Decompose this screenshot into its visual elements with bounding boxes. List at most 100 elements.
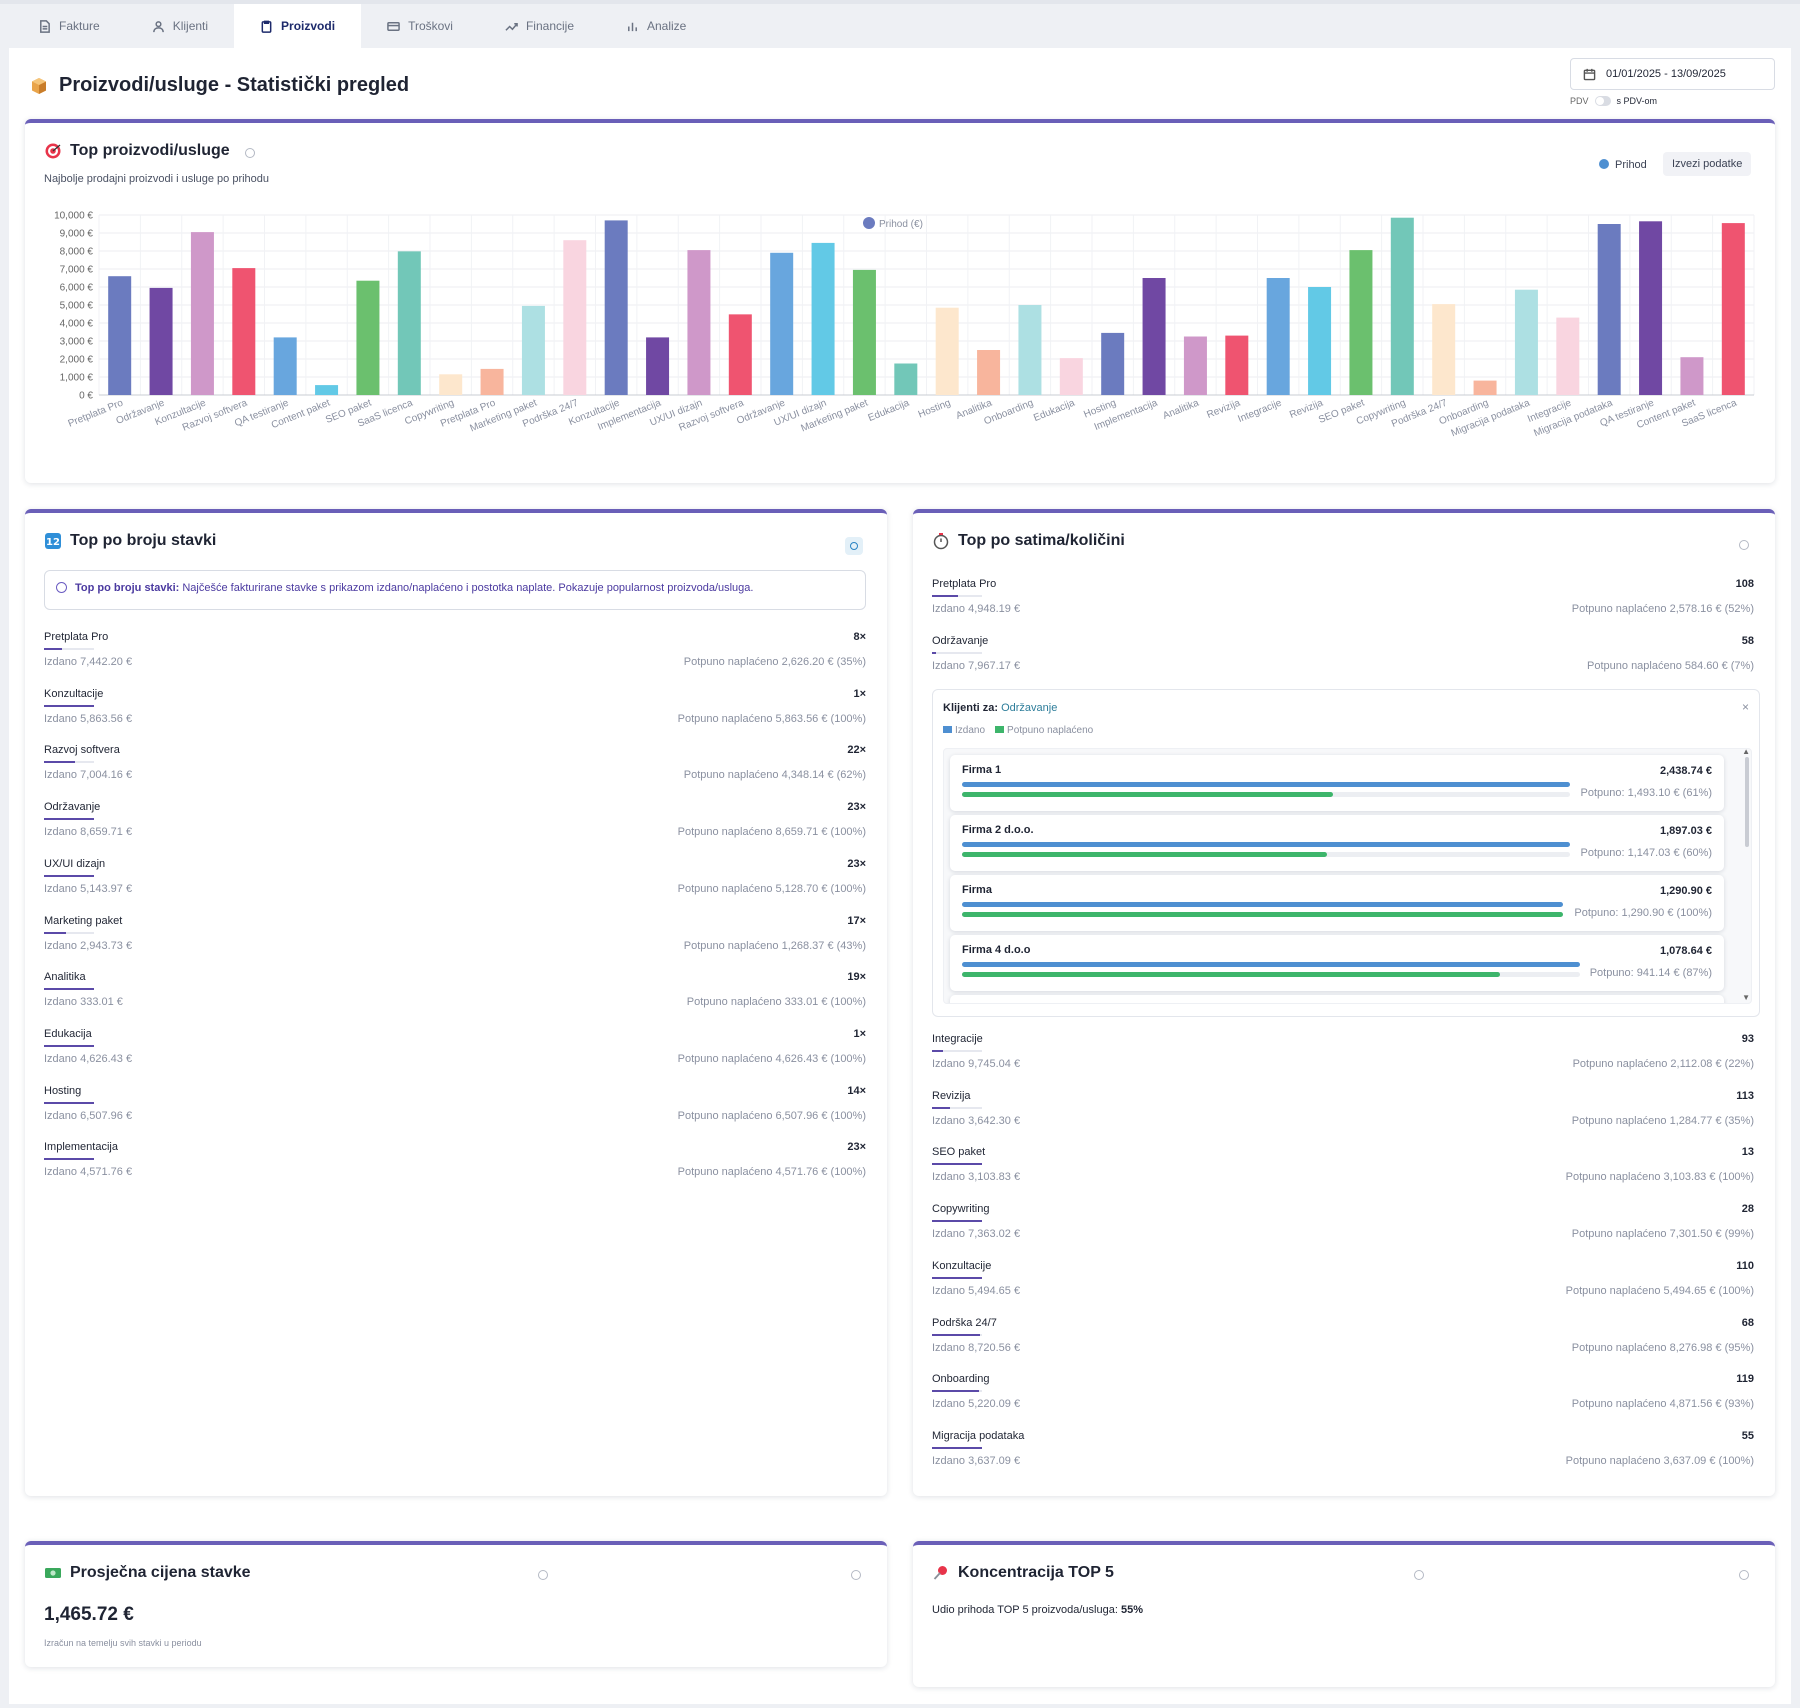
y-tick-label: 7,000 € (60, 265, 94, 276)
tab-analize[interactable]: Analize (600, 4, 712, 48)
clients-scroll-area[interactable]: ▲ ▼ Firma 1 2,438.74 € Potpuno: 1,493.10 €… (943, 748, 1752, 1004)
item-count: 13 (1741, 1146, 1754, 1159)
tab-financije[interactable]: Financije (479, 4, 600, 48)
client-paid: Potpuno: 1,290.90 € (100%) (1574, 907, 1712, 919)
item-progress-fill (44, 648, 62, 650)
client-row[interactable]: Firma 4 d.o.o 1,078.64 € Potpuno: 941.14 €… (950, 935, 1724, 991)
client-row[interactable]: Firma 1 2,438.74 € Potpuno: 1,493.10 € (61… (950, 755, 1724, 811)
close-icon[interactable]: × (1741, 700, 1749, 714)
pdv-toggle[interactable] (1594, 96, 1611, 106)
item-issued: Izdano 7,363.02 € (932, 1228, 1021, 1241)
client-paid: Potpuno: 1,147.03 € (60%) (1580, 847, 1712, 859)
info-icon[interactable] (1414, 1570, 1424, 1580)
revenue-bar-chart: 0 € 1,000 € 2,000 € 3,000 € 4,000 € 5,000 € 6,… (54, 211, 1755, 439)
clients-panel: Klijenti za: Održavanje × Izdano Potpuno… (932, 689, 1760, 1017)
list-item[interactable]: Konzultacije 1× Izdano 5,863.56 € Potpuno n… (44, 688, 866, 728)
pdv-label: PDV (1570, 96, 1589, 106)
list-item[interactable]: Podrška 24/7 68 Izdano 8,720.56 € Potpuno n… (932, 1317, 1754, 1357)
client-row-partial[interactable] (950, 995, 1724, 1003)
legend-paid: Potpuno naplaćeno (995, 725, 1093, 736)
top-by-hours-card: Top po satima/količini Pretplata Pro 108 I… (913, 509, 1775, 1496)
item-issued: Izdano 5,220.09 € (932, 1398, 1021, 1411)
list-item[interactable]: UX/UI dizajn 23× Izdano 5,143.97 € Potpuno … (44, 858, 866, 898)
item-paid: Potpuno naplaćeno 4,571.76 € (100%) (677, 1166, 866, 1179)
list-item[interactable]: Edukacija 1× Izdano 4,626.43 € Potpuno napl… (44, 1028, 866, 1068)
top-tabs: Fakture Klijenti Proizvodi Troškovi Fina… (0, 0, 1800, 48)
tab-klijenti[interactable]: Klijenti (126, 4, 234, 48)
list-item[interactable]: Marketing paket 17× Izdano 2,943.73 € Potpu… (44, 915, 866, 955)
list-item[interactable]: Migracija podataka 55 Izdano 3,637.09 € Pot… (932, 1430, 1754, 1470)
item-progress-bar (932, 1333, 982, 1336)
client-paid-bar (962, 792, 1333, 797)
bar (646, 337, 670, 395)
info-icon[interactable] (538, 1570, 548, 1580)
export-data-button[interactable]: Izvezi podatke (1663, 152, 1752, 176)
tab-fakture[interactable]: Fakture (12, 4, 126, 48)
list-item[interactable]: Pretplata Pro 8× Izdano 7,442.20 € Potpuno … (44, 631, 866, 671)
item-progress-fill (44, 988, 94, 991)
client-paid-bar (962, 852, 1327, 857)
legend-issued-label: Izdano (955, 725, 986, 736)
item-paid: Potpuno naplaćeno 4,871.56 € (93%) (1571, 1398, 1754, 1411)
list-item[interactable]: Revizija 113 Izdano 3,642.30 € Potpuno napl… (932, 1090, 1754, 1130)
item-progress-bar (932, 1163, 982, 1166)
chart-legend-prihod[interactable]: Prihod (1599, 159, 1647, 171)
list-item[interactable]: SEO paket 13 Izdano 3,103.83 € Potpuno napl… (932, 1146, 1754, 1186)
list-item[interactable]: Pretplata Pro 108 Izdano 4,948.19 € Potpuno… (932, 578, 1754, 618)
client-row[interactable]: Firma 2 d.o.o. 1,897.03 € Potpuno: 1,147.0… (950, 815, 1724, 871)
item-count: 14× (847, 1084, 866, 1097)
card-title-text: Prosječna cijena stavke (70, 1564, 251, 1581)
list-item[interactable]: Integracije 93 Izdano 9,745.04 € Potpuno na… (932, 1033, 1754, 1073)
item-paid: Potpuno naplaćeno 2,626.20 € (35%) (683, 656, 866, 668)
item-progress-bar (44, 874, 94, 877)
bar (1390, 217, 1414, 395)
list-item[interactable]: Održavanje 23× Izdano 8,659.71 € Potpuno na… (44, 801, 866, 841)
list-item[interactable]: Copywriting 28 Izdano 7,363.02 € Potpuno na… (932, 1203, 1754, 1243)
info-icon[interactable] (851, 1570, 861, 1580)
info-icon[interactable] (1739, 540, 1749, 550)
list-item[interactable]: Implementacija 23× Izdano 4,571.76 € Potpun… (44, 1141, 866, 1181)
list-item[interactable]: Hosting 14× Izdano 6,507.96 € Potpuno napla… (44, 1085, 866, 1125)
tab-troskovi[interactable]: Troškovi (361, 4, 479, 48)
item-name: Integracije (932, 1033, 983, 1045)
client-row[interactable]: Firma 1,290.90 € Potpuno: 1,290.90 € (100%… (950, 875, 1724, 931)
info-icon[interactable] (845, 537, 863, 555)
item-paid: Potpuno naplaćeno 3,637.09 € (100%) (1565, 1454, 1754, 1467)
client-amount: 2,438.74 € (1660, 765, 1712, 777)
info-icon[interactable] (245, 148, 255, 158)
item-progress-fill (932, 1163, 982, 1166)
legend-paid-label: Potpuno naplaćeno (1007, 725, 1094, 736)
legend-label: Prihod (€) (879, 219, 923, 230)
bar (1721, 223, 1745, 395)
list-item[interactable]: Održavanje 58 Izdano 7,967.17 € Potpuno nap… (932, 635, 1754, 675)
item-issued: Izdano 6,507.96 € (44, 1109, 133, 1122)
bar (1432, 304, 1456, 395)
item-paid: Potpuno naplaćeno 6,507.96 € (100%) (677, 1109, 866, 1122)
list-item[interactable]: Analitika 19× Izdano 333.01 € Potpuno napla… (44, 971, 866, 1011)
item-paid: Potpuno naplaćeno 2,112.08 € (22%) (1572, 1058, 1754, 1070)
scrollbar[interactable] (1745, 757, 1749, 847)
concentration-text: Udio prihoda TOP 5 proizvoda/usluga: 55% (932, 1604, 1143, 1616)
item-count: 110 (1736, 1259, 1754, 1272)
item-progress-fill (932, 1276, 982, 1279)
card-title-text: Top po broju stavki (70, 532, 217, 549)
client-paid-track (962, 912, 1563, 917)
item-progress-bar (932, 1446, 982, 1449)
info-icon[interactable] (1739, 1570, 1749, 1580)
item-count: 55 (1741, 1429, 1754, 1442)
bar (1556, 317, 1580, 395)
chevron-up-icon[interactable]: ▲ (1742, 748, 1750, 756)
list-item[interactable]: Onboarding 119 Izdano 5,220.09 € Potpuno na… (932, 1373, 1754, 1413)
stopwatch-icon (933, 533, 949, 550)
user-icon (152, 20, 164, 32)
item-count: 23× (847, 857, 866, 870)
date-range-picker[interactable]: 01/01/2025 - 13/09/2025 (1570, 58, 1775, 90)
item-issued: Izdano 2,943.73 € (44, 939, 133, 952)
chevron-down-icon[interactable]: ▼ (1742, 993, 1750, 1002)
list-item[interactable]: Konzultacije 110 Izdano 5,494.65 € Potpuno … (932, 1260, 1754, 1300)
item-issued: Izdano 333.01 € (44, 996, 123, 1009)
item-paid: Potpuno naplaćeno 8,276.98 € (95%) (1571, 1341, 1754, 1354)
list-item[interactable]: Razvoj softvera 22× Izdano 7,004.16 € Potpu… (44, 744, 866, 784)
tab-label: Financije (525, 19, 574, 33)
tab-proizvodi[interactable]: Proizvodi (234, 4, 362, 48)
